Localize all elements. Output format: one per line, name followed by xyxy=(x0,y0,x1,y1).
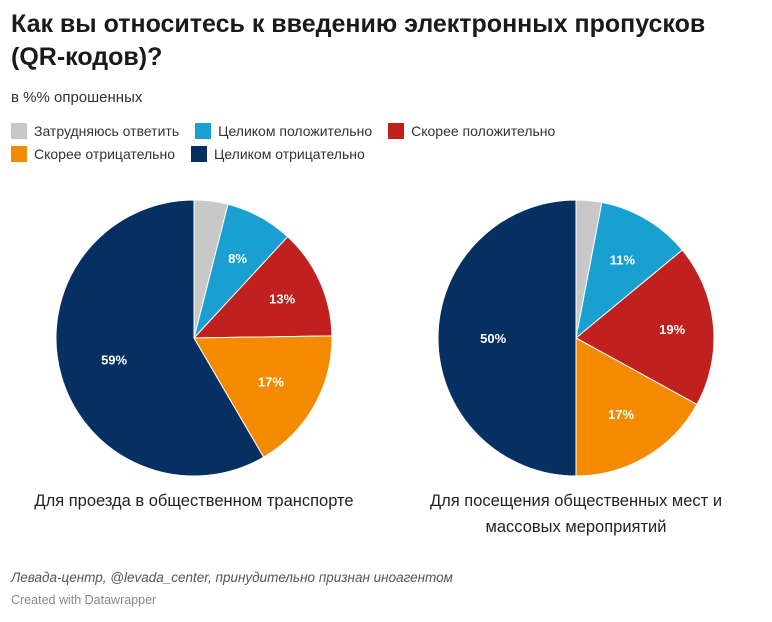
pie-data-label: 17% xyxy=(608,407,634,422)
legend-swatch xyxy=(11,145,27,162)
credit-note: Created with Datawrapper xyxy=(11,593,157,607)
legend-swatch xyxy=(11,122,27,139)
pie-caption-transport: Для проезда в общественном транспорте xyxy=(34,492,354,510)
pie-data-label: 8% xyxy=(228,251,247,266)
chart-subtitle: в %% опрошенных xyxy=(11,89,143,106)
legend-item: Скорее положительно xyxy=(388,122,556,139)
pie-charts: 8% 13% 17% 59% 11% 19% 17% 50% xyxy=(55,199,715,477)
pie-data-label: 17% xyxy=(258,374,284,389)
pie-slice xyxy=(575,201,684,340)
pie-data-label: 19% xyxy=(659,322,685,337)
pie-slice xyxy=(575,249,715,406)
pie-slice xyxy=(55,199,265,477)
legend-item: Целиком отрицательно xyxy=(190,145,365,162)
legend-row: Затрудняюсь ответить Целиком положительн… xyxy=(11,119,651,142)
legend: Затрудняюсь ответить Целиком положительн… xyxy=(11,119,651,165)
pie-slice xyxy=(437,199,577,477)
legend-label: Затрудняюсь ответить xyxy=(34,122,180,139)
source-note: Левада-центр, @levada_center, принудител… xyxy=(11,570,453,585)
pie-slice xyxy=(575,337,698,477)
pie-slice xyxy=(193,335,333,458)
pie-slice xyxy=(192,235,333,339)
chart-title: Как вы относитесь к введению электронных… xyxy=(11,10,706,71)
pie-data-label: 59% xyxy=(101,353,127,368)
legend-label: Целиком отрицательно xyxy=(213,145,365,162)
legend-item: Целиком положительно xyxy=(195,122,373,139)
legend-label: Скорее отрицательно xyxy=(34,145,175,162)
legend-swatch xyxy=(195,122,212,139)
legend-swatch xyxy=(190,145,207,162)
legend-label: Скорее положительно xyxy=(411,122,556,139)
legend-label: Целиком положительно xyxy=(218,122,373,139)
legend-swatch xyxy=(388,122,405,139)
legend-item: Скорее отрицательно xyxy=(11,145,175,162)
pie-data-label: 50% xyxy=(480,331,506,346)
pie-data-label: 13% xyxy=(269,292,295,307)
pie-caption-public-places: Для посещения общественных мест и массов… xyxy=(429,492,723,536)
legend-row: Скорее отрицательно Целиком отрицательно xyxy=(11,142,651,165)
legend-item: Затрудняюсь ответить xyxy=(11,122,180,139)
pie-data-label: 11% xyxy=(610,253,636,268)
